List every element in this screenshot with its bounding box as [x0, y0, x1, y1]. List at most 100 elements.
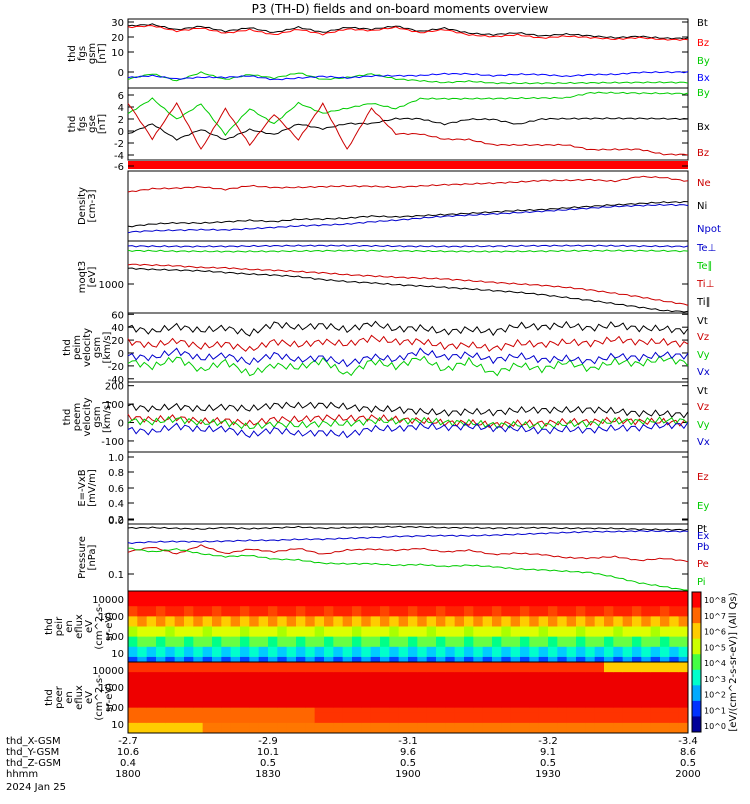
heatmap-cell: [314, 682, 325, 688]
heatmap-cell: [240, 712, 250, 719]
heatmap-cell: [324, 677, 334, 683]
heatmap-cell: [650, 621, 661, 627]
heatmap-cell: [604, 631, 614, 638]
heatmap-cell: [436, 672, 446, 678]
heatmap-cell: [436, 662, 446, 668]
heatmap-cell: [594, 707, 605, 714]
heatmap-cell: [398, 631, 409, 638]
legend-Vt: Vt: [697, 316, 708, 327]
heatmap-cell: [184, 611, 194, 617]
heatmap-cell: [678, 591, 689, 597]
y-axis-label: thd: [67, 116, 78, 133]
heatmap-cell: [585, 697, 596, 704]
heatmap-cell: [361, 596, 372, 602]
heatmap-cell: [650, 651, 661, 658]
heatmap-cell: [501, 712, 512, 719]
heatmap-cell: [464, 667, 474, 673]
heatmap-cell: [632, 606, 642, 612]
heatmap-cell: [296, 662, 306, 668]
x-tick-label: 10.6: [117, 747, 139, 758]
heatmap-cell: [492, 727, 502, 734]
heatmap-cell: [342, 606, 353, 612]
heatmap-cell: [212, 697, 222, 704]
heatmap-cell: [398, 672, 409, 678]
heatmap-cell: [408, 712, 418, 719]
heatmap-cell: [557, 631, 568, 638]
heatmap-cell: [230, 702, 241, 709]
heatmap-cell: [333, 662, 344, 668]
heatmap-cell: [277, 677, 288, 683]
heatmap-cell: [520, 656, 530, 663]
heatmap-cell: [240, 656, 250, 663]
panel-frame: [127, 312, 689, 383]
heatmap-cell: [585, 626, 596, 633]
heatmap-cell: [268, 601, 278, 607]
heatmap-cell: [557, 646, 568, 653]
heatmap-cell: [566, 631, 577, 638]
heatmap-cell: [333, 717, 344, 724]
series-line-Ti∥: [127, 267, 689, 313]
heatmap-cell: [333, 596, 344, 602]
heatmap-cell: [314, 722, 325, 729]
heatmap-cell: [230, 722, 241, 729]
heatmap-cell: [473, 697, 484, 704]
heatmap-cell: [305, 682, 316, 688]
heatmap-cell: [566, 727, 577, 734]
heatmap-cell: [333, 606, 344, 612]
heatmap-cell: [165, 667, 176, 673]
heatmap-cell: [557, 687, 568, 693]
heatmap-cell: [510, 717, 521, 724]
heatmap-cell: [520, 626, 530, 633]
heatmap-cell: [454, 672, 465, 678]
heatmap-cell: [529, 712, 540, 719]
heatmap-cell: [464, 651, 474, 658]
x-tick-label: 8.6: [680, 747, 696, 758]
heatmap-cell: [314, 616, 325, 622]
heatmap-cell: [417, 636, 428, 643]
heatmap-cell: [146, 626, 157, 633]
heatmap-cell: [380, 707, 390, 714]
heatmap-cell: [296, 687, 306, 693]
heatmap-cell: [510, 712, 521, 719]
heatmap-cell: [230, 717, 241, 724]
heatmap-cell: [660, 672, 670, 678]
heatmap-cell: [361, 687, 372, 693]
heatmap-cell: [286, 677, 297, 683]
heatmap-cell: [492, 616, 502, 622]
heatmap-cell: [146, 677, 157, 683]
heatmap-cell: [417, 682, 428, 688]
legend-Bx: Bx: [697, 122, 710, 133]
heatmap-cell: [482, 591, 493, 597]
heatmap-cell: [678, 636, 689, 643]
legend-Vz: Vz: [697, 332, 709, 343]
heatmap-cell: [361, 712, 372, 719]
x-tick-label: -3.2: [538, 736, 558, 747]
heatmap-cell: [352, 682, 362, 688]
heatmap-cell: [585, 621, 596, 627]
heatmap-cell: [492, 591, 502, 597]
heatmap-cell: [678, 651, 689, 658]
heatmap-cell: [137, 662, 148, 668]
heatmap-cell: [221, 672, 232, 678]
heatmap-cell: [454, 626, 465, 633]
heatmap-cell: [286, 692, 297, 698]
heatmap-cell: [492, 646, 502, 653]
heatmap-cell: [641, 727, 652, 734]
heatmap-cell: [146, 687, 157, 693]
heatmap-cell: [650, 682, 661, 688]
heatmap-cell: [473, 641, 484, 648]
heatmap-cell: [380, 697, 390, 704]
heatmap-cell: [221, 606, 232, 612]
heatmap-cell: [156, 677, 166, 683]
heatmap-cell: [333, 667, 344, 673]
heatmap-cell: [482, 692, 493, 698]
heatmap-cell: [417, 611, 428, 617]
y-tick-label: 30: [111, 18, 124, 29]
heatmap-cell: [268, 667, 278, 673]
heatmap-cell: [417, 626, 428, 633]
heatmap-cell: [286, 611, 297, 617]
heatmap-cell: [277, 606, 288, 612]
heatmap-cell: [436, 682, 446, 688]
heatmap-cell: [576, 646, 586, 653]
heatmap-cell: [678, 702, 689, 709]
